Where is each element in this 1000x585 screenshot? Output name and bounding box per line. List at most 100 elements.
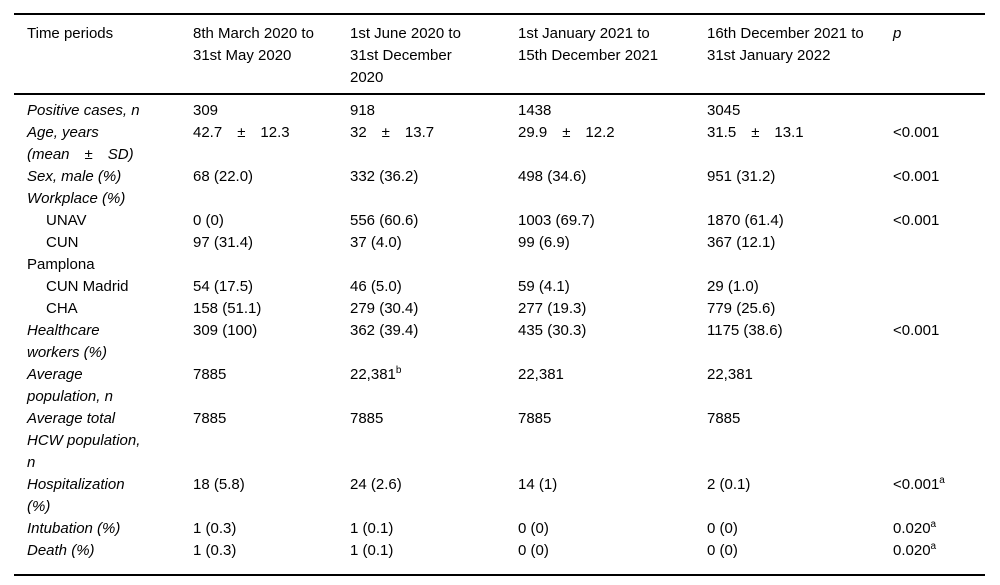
row-label: Age, years (mean ± SD) [27,124,134,163]
table-row: Average population, n 7885 22,381b 22,381 22… [14,364,985,408]
col-header-period-4: 16th December 2021 to 31st January 2022 [694,14,880,95]
data-cell: 46 (5.0) [350,278,402,295]
table-row: Hospitalization (%) 18 (5.8) 24 (2.6) 14 (1… [14,474,985,518]
data-cell: 951 (31.2) [707,168,776,185]
data-cell: 22,381 [707,366,753,383]
data-cell: 309 (100) [193,322,258,339]
data-cell: 556 (60.6) [350,212,419,229]
data-cell: 158 (51.1) [193,300,262,317]
data-cell: 1870 (61.4) [707,212,784,229]
col-header-time-periods: Time periods [14,14,180,95]
data-cell: 367 (12.1) [707,234,776,251]
table-body: Positive cases, n 309 918 1438 3045 Age, year… [14,94,985,575]
data-cell: 18 (5.8) [193,476,245,493]
data-cell: 97 (31.4) [193,234,254,251]
data-cell: 0.020a [893,519,937,538]
data-cell: 22,381b [350,365,402,384]
table-row: Age, years (mean ± SD) 42.7 ± 12.3 32 ± 13… [14,122,985,166]
data-cell: <0.001 [893,124,940,141]
data-cell: 22,381 [518,366,564,383]
data-cell: 435 (30.3) [518,322,587,339]
data-cell [880,276,985,298]
data-cell: 779 (25.6) [707,300,776,317]
data-cell: <0.001 [893,322,940,339]
table-row: CHA 158 (51.1) 279 (30.4) 277 (19.3) 779 (25… [14,298,985,320]
data-cell [880,94,985,122]
data-cell: 31.5 ± 13.1 [707,124,804,141]
data-cell: 279 (30.4) [350,300,419,317]
data-cell: 29.9 ± 12.2 [518,124,615,141]
data-cell [880,298,985,320]
data-cell: 42.7 ± 12.3 [193,124,290,141]
col-header-period-2: 1st June 2020 to 31st December 2020 [337,14,505,95]
data-cell: 1 (0.3) [193,520,237,537]
row-label: CHA [46,300,78,317]
data-cell: 37 (4.0) [350,234,402,251]
table-row: Intubation (%) 1 (0.3) 1 (0.1) 0 (0) 0 (0) 0.… [14,518,985,540]
col-header-period-3: 1st January 2021 to 15th December 2021 [505,14,694,95]
data-cell: 1175 (38.6) [707,322,783,339]
data-cell [505,188,694,210]
data-cell [880,188,985,210]
row-label: Average population, n [27,366,113,405]
data-cell [180,188,337,210]
data-cell: 1003 (69.7) [518,212,595,229]
data-cell: 7885 [518,410,552,427]
data-cell: <0.001 [893,168,940,185]
row-label: Healthcare workers (%) [27,322,108,361]
row-label: Average total HCW population, n [27,410,141,471]
data-cell: 1438 [518,102,552,119]
table-row: CUN Pamplona 97 (31.4) 37 (4.0) 99 (6.9) 367… [14,232,985,276]
data-cell: 1 (0.3) [193,542,237,559]
data-cell: 0.020a [893,541,937,560]
superscript-note: a [930,519,937,530]
data-cell: 32 ± 13.7 [350,124,435,141]
data-cell: 277 (19.3) [518,300,587,317]
data-cell [880,232,985,276]
data-cell: 68 (22.0) [193,168,254,185]
row-label: Hospitalization (%) [27,476,125,515]
data-cell: 59 (4.1) [518,278,570,295]
data-cell: 0 (0) [707,520,738,537]
data-cell: 14 (1) [518,476,558,493]
data-cell: 54 (17.5) [193,278,254,295]
data-cell: 2 (0.1) [707,476,751,493]
data-cell [694,188,880,210]
table-row: Healthcare workers (%) 309 (100) 362 (39.4… [14,320,985,364]
data-cell: 29 (1.0) [707,278,759,295]
data-cell: 0 (0) [518,542,549,559]
data-cell: 918 [350,102,376,119]
table-row: Average total HCW population, n 7885 7885 7… [14,408,985,474]
data-cell: 1 (0.1) [350,520,394,537]
superscript-note: a [930,541,937,552]
table-row: Positive cases, n 309 918 1438 3045 [14,94,985,122]
data-cell: 7885 [707,410,741,427]
table-row: Workplace (%) [14,188,985,210]
data-cell [337,188,505,210]
data-cell: 0 (0) [193,212,224,229]
table-row: UNAV 0 (0) 556 (60.6) 1003 (69.7) 1870 (61.4… [14,210,985,232]
col-header-p-value: p [880,14,985,95]
data-cell: 24 (2.6) [350,476,402,493]
row-label: Positive cases, n [27,102,140,119]
row-label: Sex, male (%) [27,168,122,185]
superscript-note: b [395,365,402,376]
row-label: Workplace (%) [27,190,126,207]
superscript-note: a [939,475,945,486]
data-cell: 498 (34.6) [518,168,587,185]
row-label: Death (%) [27,542,95,559]
col-header-period-1: 8th March 2020 to 31st May 2020 [180,14,337,95]
data-cell: 3045 [707,102,741,119]
data-cell: 7885 [350,410,384,427]
row-label: CUN Pamplona [27,234,95,273]
data-cell: 0 (0) [518,520,549,537]
row-label: CUN Madrid [46,278,129,295]
data-cell: 309 [193,102,219,119]
data-cell: 0 (0) [707,542,738,559]
data-cell: <0.001a [893,475,945,494]
data-cell [880,364,985,408]
data-cell: 7885 [193,410,227,427]
table-row: Death (%) 1 (0.3) 1 (0.1) 0 (0) 0 (0) 0.020a [14,540,985,575]
table-row: Sex, male (%) 68 (22.0) 332 (36.2) 498 (34.… [14,166,985,188]
